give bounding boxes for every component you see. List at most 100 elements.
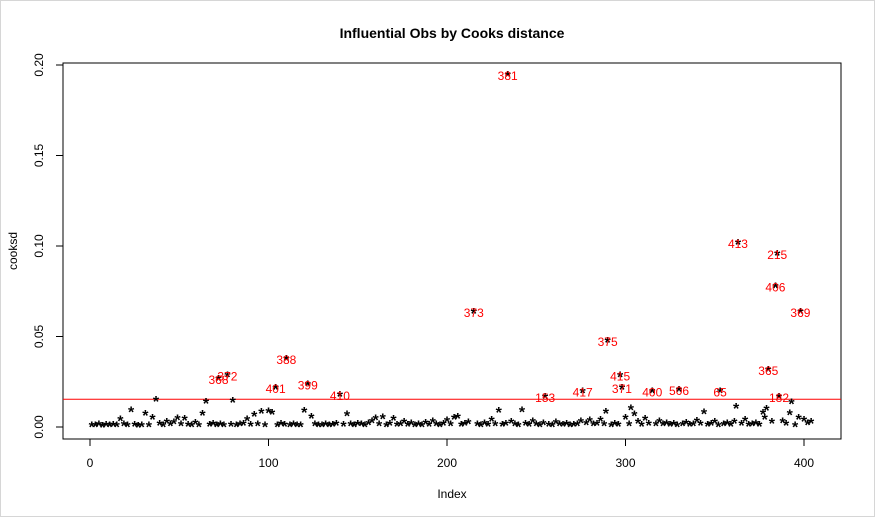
y-tick-label: 0.20	[32, 53, 46, 77]
data-point: *	[265, 405, 272, 422]
data-point: *	[619, 382, 626, 399]
data-point: *	[792, 419, 799, 436]
data-point: *	[319, 419, 326, 436]
data-point: *	[704, 419, 711, 436]
data-point: *	[712, 416, 719, 433]
data-point: *	[408, 418, 415, 435]
data-point: *	[430, 416, 437, 433]
data-point: *	[537, 419, 544, 436]
data-point: *	[478, 419, 485, 436]
data-point: *	[549, 419, 556, 436]
data-point: *	[733, 401, 740, 418]
data-point: *	[167, 419, 174, 436]
data-point: *	[608, 419, 615, 436]
data-point: *	[248, 419, 255, 436]
data-point: *	[731, 416, 738, 433]
data-point: *	[142, 408, 149, 425]
x-tick-label: 200	[437, 456, 457, 470]
data-point: *	[660, 418, 667, 435]
data-point: *	[237, 419, 244, 436]
data-point: *	[540, 418, 547, 435]
data-point: *	[530, 416, 537, 433]
data-point: *	[738, 418, 745, 435]
data-point: *	[380, 412, 387, 429]
point-label: 182	[769, 391, 789, 405]
data-point: *	[96, 419, 103, 436]
data-point: *	[533, 418, 540, 435]
data-point: *	[240, 418, 247, 435]
data-point: *	[646, 418, 653, 435]
data-point: *	[340, 419, 347, 436]
data-point: *	[258, 406, 265, 423]
data-point: *	[512, 419, 519, 436]
data-point: *	[496, 405, 503, 422]
data-point: *	[178, 418, 185, 435]
data-point: *	[774, 248, 781, 265]
data-point: *	[107, 419, 114, 436]
data-point: *	[189, 420, 196, 437]
data-point: *	[372, 413, 379, 430]
point-label: 381	[498, 69, 518, 83]
data-point: *	[294, 419, 301, 436]
data-point: *	[783, 418, 790, 435]
data-point: *	[121, 418, 128, 435]
data-point: *	[649, 386, 656, 403]
data-point: *	[680, 419, 687, 436]
data-point: *	[638, 419, 645, 436]
data-point: *	[697, 418, 704, 435]
data-point: *	[721, 418, 728, 435]
data-point: *	[756, 419, 763, 436]
data-point: *	[196, 419, 203, 436]
point-label: 410	[330, 389, 350, 403]
data-point: *	[401, 416, 408, 433]
data-point: *	[117, 414, 124, 431]
data-point: *	[365, 417, 372, 434]
data-point: *	[574, 418, 581, 435]
data-point: *	[274, 419, 281, 436]
data-point: *	[708, 418, 715, 435]
data-point: *	[89, 419, 96, 436]
data-point: *	[635, 416, 642, 433]
chart-title: Influential Obs by Cooks distance	[340, 25, 565, 41]
data-point: *	[199, 408, 206, 425]
data-point: *	[578, 416, 585, 433]
y-tick-label: 0.15	[32, 143, 46, 167]
data-point: *	[215, 373, 222, 390]
data-point: *	[351, 419, 358, 436]
y-tick-label: 0.00	[32, 415, 46, 439]
data-point: *	[326, 419, 333, 436]
data-point: *	[135, 420, 142, 437]
data-point: *	[612, 418, 619, 435]
data-point: *	[663, 417, 670, 434]
data-point: *	[228, 419, 235, 436]
data-point: *	[701, 407, 708, 424]
point-label: 371	[612, 382, 632, 396]
data-point: *	[192, 417, 199, 434]
data-point: *	[801, 414, 808, 431]
data-point: *	[278, 418, 285, 435]
data-point: *	[505, 69, 512, 86]
x-tick-label: 300	[615, 456, 635, 470]
data-point: *	[376, 418, 383, 435]
data-point: *	[387, 418, 394, 435]
data-point: *	[676, 384, 683, 401]
data-point: *	[390, 413, 397, 430]
data-point: *	[787, 408, 794, 425]
point-label: 215	[767, 248, 787, 262]
data-point: *	[273, 382, 280, 399]
data-point: *	[580, 386, 587, 403]
data-point: *	[455, 411, 462, 428]
data-point: *	[281, 419, 288, 436]
data-point: *	[724, 417, 731, 434]
data-point: *	[515, 419, 522, 436]
data-point: *	[628, 402, 635, 419]
data-point: *	[760, 407, 767, 424]
data-point: *	[164, 416, 171, 433]
data-point: *	[458, 419, 465, 436]
data-point: *	[255, 418, 262, 435]
data-point: *	[114, 420, 121, 437]
data-point: *	[174, 412, 181, 429]
data-point: *	[788, 397, 795, 414]
x-tick-label: 0	[87, 456, 94, 470]
data-point: *	[769, 416, 776, 433]
